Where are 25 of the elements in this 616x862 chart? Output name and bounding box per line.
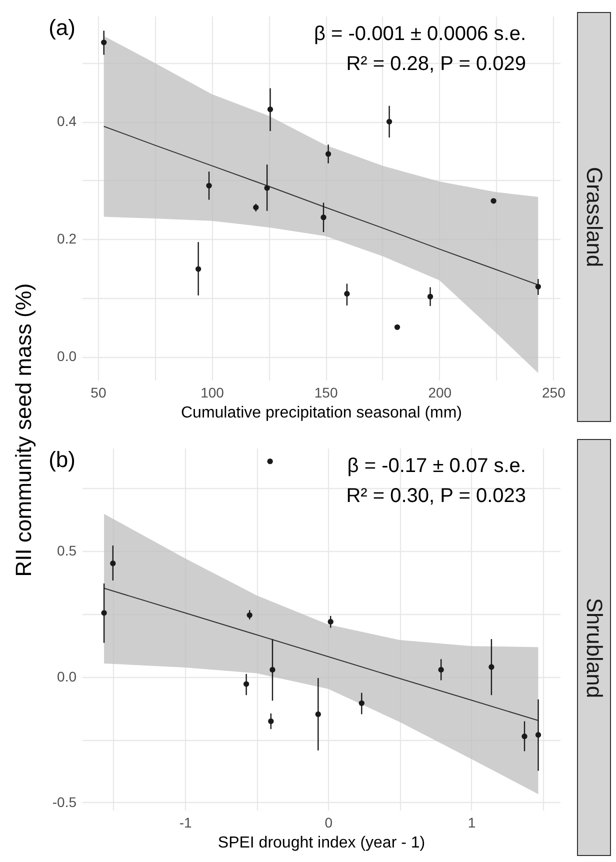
y-tick-label: 0.2	[57, 230, 77, 247]
chart-title: (b)	[48, 447, 76, 472]
y-tick-label: -0.5	[52, 794, 77, 810]
x-tick-label: 50	[90, 384, 106, 400]
x-tick-label: 250	[542, 384, 566, 400]
y-tick-label: 0.0	[57, 668, 77, 684]
annotation: β = -0.001 ± 0.0006 s.e.	[314, 23, 526, 45]
x-tick-label: 150	[314, 384, 338, 400]
y-axis-title: RII community seed mass (%)	[11, 283, 37, 577]
x-tick-label: 1	[468, 814, 476, 830]
annotation: R² = 0.30, P = 0.023	[346, 485, 526, 507]
text: Shrubland	[581, 597, 607, 698]
x-tick-label: 100	[200, 384, 224, 400]
x-axis-title: SPEI drought index (year - 1)	[218, 834, 426, 852]
x-tick-label: 0	[324, 814, 333, 830]
x-tick-label: -1	[179, 814, 192, 830]
chart-title: (a)	[48, 15, 76, 40]
y-tick-label: 0.5	[57, 542, 77, 559]
x-axis-title: Cumulative precipitation seasonal (mm)	[181, 404, 462, 422]
y-tick-label: 0.0	[57, 348, 77, 364]
text: Grassland	[581, 166, 607, 268]
x-tick-label: 200	[428, 384, 452, 400]
annotation: β = -0.17 ± 0.07 s.e.	[347, 455, 526, 477]
y-tick-label: 0.4	[57, 113, 77, 130]
annotation: R² = 0.28, P = 0.029	[346, 53, 526, 75]
